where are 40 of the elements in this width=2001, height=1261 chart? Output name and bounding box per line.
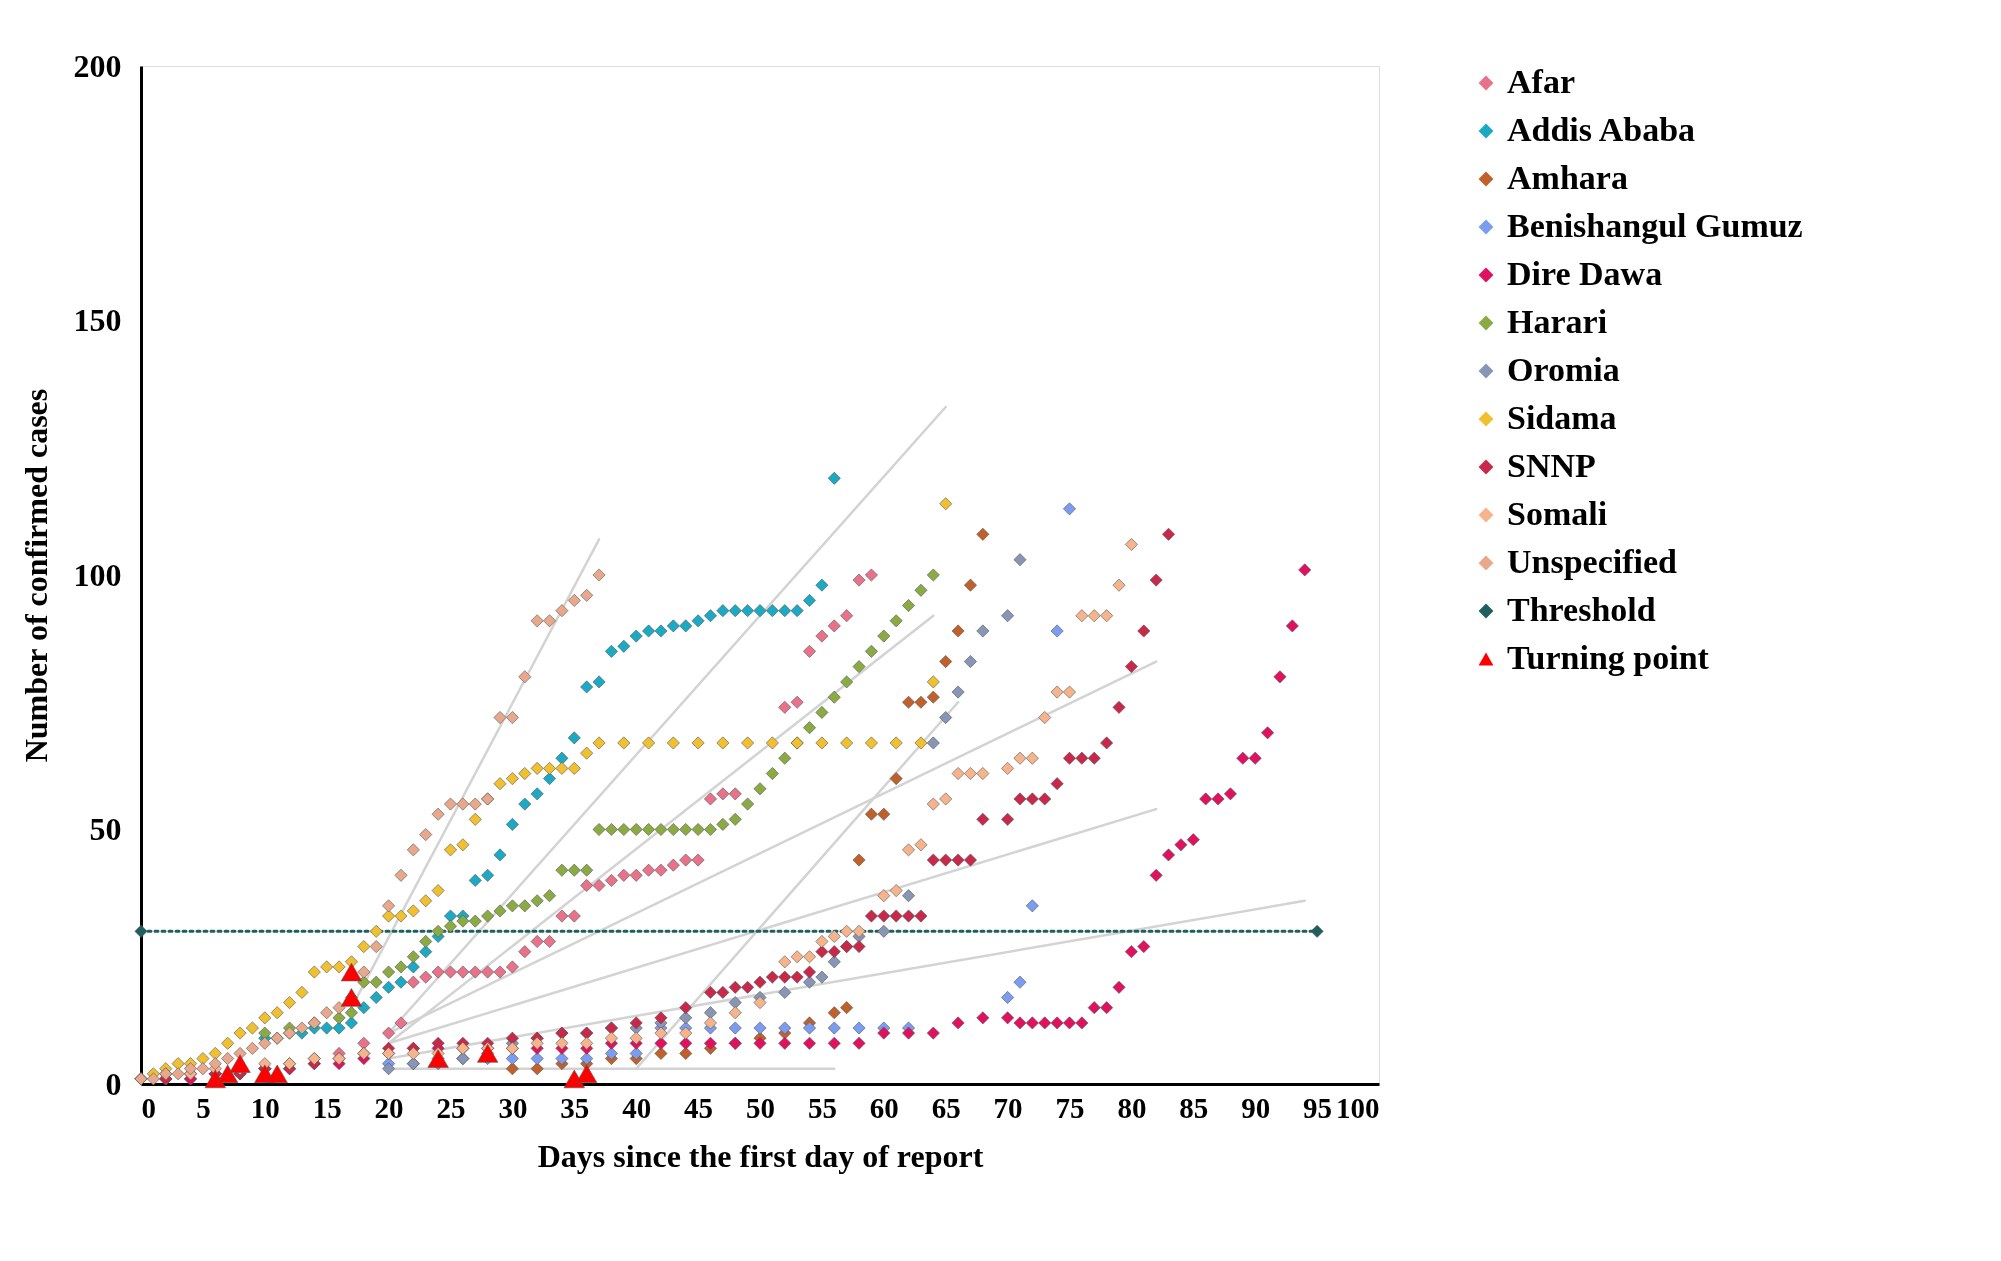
x-tick-label: 55 bbox=[807, 1091, 837, 1124]
y-tick-label: 50 bbox=[89, 811, 122, 847]
legend-label: Sidama bbox=[1507, 399, 1617, 436]
legend-label: Addis Ababa bbox=[1507, 111, 1696, 148]
x-tick-label: 15 bbox=[312, 1091, 342, 1124]
x-tick-label: 90 bbox=[1241, 1091, 1271, 1124]
x-tick-label: 60 bbox=[869, 1091, 899, 1124]
legend-label: SNNP bbox=[1507, 447, 1596, 484]
x-tick-label: 95 bbox=[1303, 1091, 1333, 1124]
legend-label: Unspecified bbox=[1507, 543, 1678, 580]
x-tick-label: 70 bbox=[993, 1091, 1023, 1124]
y-tick-label: 100 bbox=[73, 556, 122, 593]
x-tick-label: 5 bbox=[196, 1091, 211, 1124]
x-axis-title: Days since the first day of report bbox=[537, 1137, 984, 1174]
x-tick-label: 10 bbox=[250, 1091, 280, 1124]
x-tick-label: 50 bbox=[746, 1091, 775, 1124]
x-tick-label: 100 bbox=[1336, 1091, 1380, 1124]
y-tick-label: 200 bbox=[73, 47, 122, 84]
x-tick-label: 0 bbox=[141, 1091, 156, 1124]
legend-label: Oromia bbox=[1507, 351, 1620, 388]
legend-label: Afar bbox=[1507, 63, 1575, 100]
y-axis-title: Number of confirmed cases bbox=[17, 388, 54, 763]
x-tick-label: 45 bbox=[684, 1091, 714, 1124]
x-tick-label: 85 bbox=[1179, 1091, 1209, 1124]
x-tick-label: 25 bbox=[436, 1091, 466, 1124]
x-tick-label: 40 bbox=[622, 1091, 652, 1124]
y-tick-label: 150 bbox=[73, 302, 122, 338]
legend-label: Dire Dawa bbox=[1507, 255, 1663, 292]
x-tick-label: 30 bbox=[498, 1091, 528, 1124]
x-tick-label: 20 bbox=[374, 1091, 404, 1124]
legend-label: Harari bbox=[1507, 303, 1608, 340]
legend-label: Amhara bbox=[1507, 159, 1628, 196]
legend-label: Benishangul Gumuz bbox=[1507, 207, 1803, 244]
x-tick-label: 65 bbox=[931, 1091, 961, 1124]
legend-label: Threshold bbox=[1507, 591, 1656, 628]
x-tick-label: 75 bbox=[1055, 1091, 1085, 1124]
legend-label: Turning point bbox=[1507, 639, 1710, 676]
x-tick-label: 80 bbox=[1117, 1091, 1147, 1124]
legend-label: Somali bbox=[1507, 495, 1608, 532]
x-tick-label: 35 bbox=[560, 1091, 590, 1124]
